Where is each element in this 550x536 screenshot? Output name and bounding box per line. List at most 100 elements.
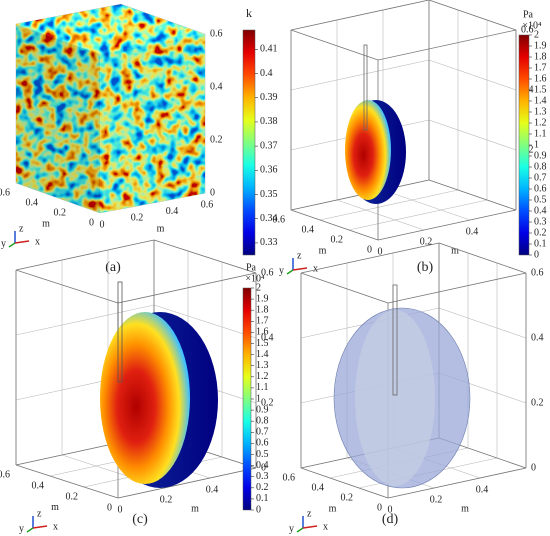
- colorbar-title: k: [246, 6, 252, 20]
- triad-label: y: [289, 523, 294, 534]
- triad-y: [8, 242, 16, 248]
- z-tick-label: 0.6: [531, 267, 544, 278]
- colorbar-tick-label: 0.39: [260, 92, 278, 103]
- grid-line: [428, 59, 517, 91]
- colorbar-tick-label: 0.1: [256, 493, 269, 504]
- colorbar-tick-label: 1.1: [256, 382, 269, 393]
- triad-label: x: [53, 521, 58, 532]
- colorbar-multiplier: ×10⁴: [245, 273, 265, 284]
- x-tick-label: 0.4: [466, 226, 479, 237]
- colorbar-tick-label: 1.4: [534, 95, 547, 106]
- grid-line: [438, 307, 527, 339]
- grid-line: [153, 304, 257, 339]
- colorbar-tick-label: 1.9: [534, 40, 547, 51]
- colorbar-title: Pa: [523, 9, 534, 20]
- colorbar: [242, 287, 252, 511]
- triad-x: [292, 267, 308, 271]
- colorbar-tick-label: 0.8: [256, 415, 269, 426]
- x-axis-label: m: [461, 503, 469, 514]
- rod: [392, 284, 398, 396]
- x-axis-label: m: [191, 503, 199, 514]
- colorbar-tick-label: 0.6: [256, 438, 269, 449]
- colorbar-tick-label: 0.9: [256, 404, 269, 415]
- colorbar-tick-label: 2: [534, 29, 539, 40]
- z-tick-label: 0: [210, 187, 215, 198]
- x-axis-label: m: [157, 223, 165, 234]
- panel-caption: (a): [105, 260, 121, 275]
- box-edge: [117, 467, 257, 499]
- box-edge: [428, 0, 517, 31]
- colorbar-tick-label: 0.9: [534, 150, 547, 161]
- triad-x: [14, 240, 30, 244]
- colorbar-tick-label: 0.4: [534, 205, 547, 216]
- box-edge: [153, 239, 257, 274]
- colorbar-tick-label: 0.3: [256, 471, 269, 482]
- box-edge: [15, 464, 119, 499]
- box-edge: [387, 272, 527, 304]
- colorbar-tick-label: 0.8: [534, 161, 547, 172]
- colorbar-tick-label: 1.3: [256, 360, 269, 371]
- x-tick-label: 0.2: [430, 494, 443, 505]
- colorbar-tick-label: 0.1: [534, 238, 547, 249]
- triad-label: y: [1, 238, 6, 249]
- panel-b: 00.20.400.20.40.600.20.40.6mmzxy(b)00.10…: [273, 0, 547, 276]
- z-tick-label: 0.6: [210, 28, 223, 39]
- colorbar-tick-label: 0.4: [260, 68, 273, 79]
- box-edge: [300, 467, 389, 499]
- panel-caption: (b): [417, 260, 434, 275]
- y-tick-label: 0: [89, 217, 94, 228]
- colorbar-tick-label: 0.2: [534, 227, 547, 238]
- colorbar-tick-label: 1.7: [534, 62, 547, 73]
- sphere-face: [345, 100, 391, 200]
- grid-line: [319, 189, 459, 221]
- volume-face: [100, 34, 205, 214]
- colorbar-tick-label: 0.7: [256, 427, 269, 438]
- z-tick-label: 0: [261, 462, 266, 473]
- x-tick-label: 0.4: [166, 206, 179, 217]
- face-shade: [16, 24, 100, 213]
- volume-face: [16, 24, 100, 213]
- triad-label: y: [279, 265, 284, 276]
- triad-label: z: [307, 508, 312, 519]
- y-tick-label: 0.2: [66, 491, 79, 502]
- x-tick-label: 0: [118, 504, 123, 515]
- y-tick-label: 0: [367, 244, 372, 255]
- colorbar-tick-label: 1.9: [256, 293, 269, 304]
- colorbar: [518, 34, 530, 256]
- face-shade: [100, 34, 205, 214]
- box-edge: [15, 239, 155, 271]
- colorbar-tick-label: 0.38: [260, 116, 278, 127]
- colorbar-tick-label: 0.2: [256, 482, 269, 493]
- z-tick-label: 0.6: [261, 267, 274, 278]
- y-tick-label: 0.4: [26, 197, 39, 208]
- z-tick-label: 0: [531, 462, 536, 473]
- triad-label: x: [313, 263, 318, 274]
- box-edge: [377, 209, 517, 241]
- grid-line: [290, 59, 430, 91]
- box-edge: [377, 29, 517, 61]
- z-tick-label: 0.4: [531, 332, 544, 343]
- colorbar-tick-label: 1.4: [256, 349, 269, 360]
- y-tick-label: 0.2: [341, 492, 354, 503]
- colorbar-tick-label: 0.7: [534, 172, 547, 183]
- grid-line: [15, 304, 155, 336]
- triad-y: [286, 269, 294, 275]
- box-edge: [290, 209, 379, 241]
- colorbar-tick-label: 2: [256, 282, 261, 293]
- x-axis-label: m: [451, 245, 459, 256]
- x-tick-label: 0.6: [201, 199, 214, 210]
- triad-label: z: [297, 250, 302, 261]
- y-tick-label: 0.6: [0, 187, 10, 198]
- x-tick-label: 0: [388, 504, 393, 515]
- colorbar-tick-label: 0.41: [260, 44, 278, 55]
- triad-y: [296, 527, 304, 533]
- colorbar-tick-label: 0: [534, 249, 539, 260]
- box-edge: [438, 242, 527, 274]
- z-tick-label: 0.2: [531, 397, 544, 408]
- colorbar: [242, 29, 256, 256]
- y-tick-label: 0.6: [273, 214, 286, 225]
- box-edge: [117, 272, 257, 304]
- colorbar-tick-label: 0.3: [534, 216, 547, 227]
